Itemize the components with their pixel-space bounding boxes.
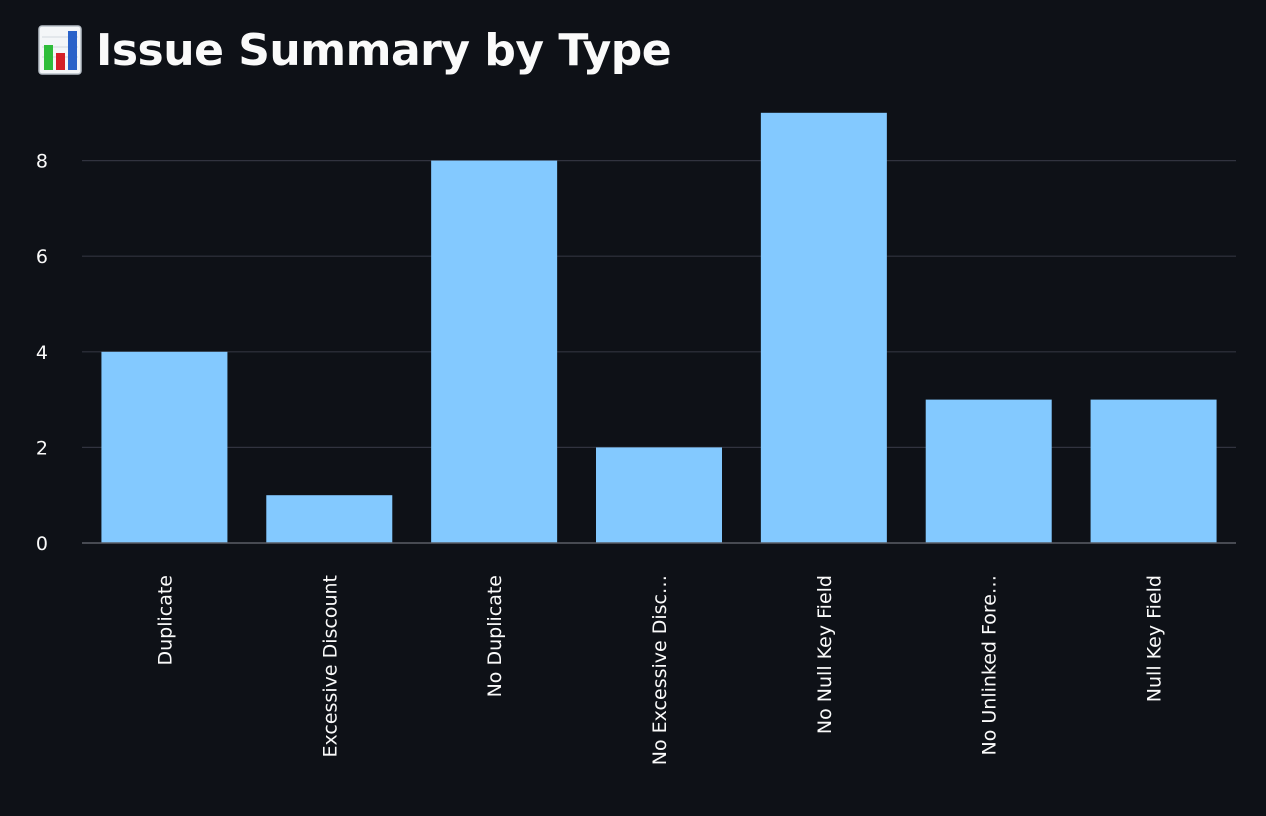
y-tick-label: 4 bbox=[36, 342, 48, 364]
x-tick-label: No Duplicate bbox=[484, 575, 506, 697]
bar bbox=[431, 160, 558, 543]
y-tick-label: 8 bbox=[36, 151, 48, 173]
y-tick-label: 0 bbox=[36, 533, 48, 555]
x-tick-label: Null Key Field bbox=[1144, 575, 1166, 702]
y-tick-label: 2 bbox=[36, 437, 48, 459]
bar bbox=[760, 112, 887, 544]
chart-header: Issue Summary by Type bbox=[38, 22, 672, 78]
bar-chart-emoji-icon bbox=[38, 25, 82, 75]
x-tick-label: No Unlinked Fore… bbox=[979, 575, 1001, 756]
x-tick-label: No Excessive Disc… bbox=[649, 575, 671, 765]
bar bbox=[266, 495, 393, 543]
bar bbox=[101, 351, 228, 543]
bar bbox=[596, 447, 722, 543]
y-tick-label: 6 bbox=[36, 246, 48, 268]
x-tick-label: Excessive Discount bbox=[319, 575, 341, 758]
bar bbox=[925, 399, 1052, 543]
page-title: Issue Summary by Type bbox=[96, 24, 672, 76]
bar bbox=[1090, 399, 1217, 543]
x-tick-label: Duplicate bbox=[154, 575, 176, 666]
x-tick-label: No Null Key Field bbox=[814, 575, 836, 734]
